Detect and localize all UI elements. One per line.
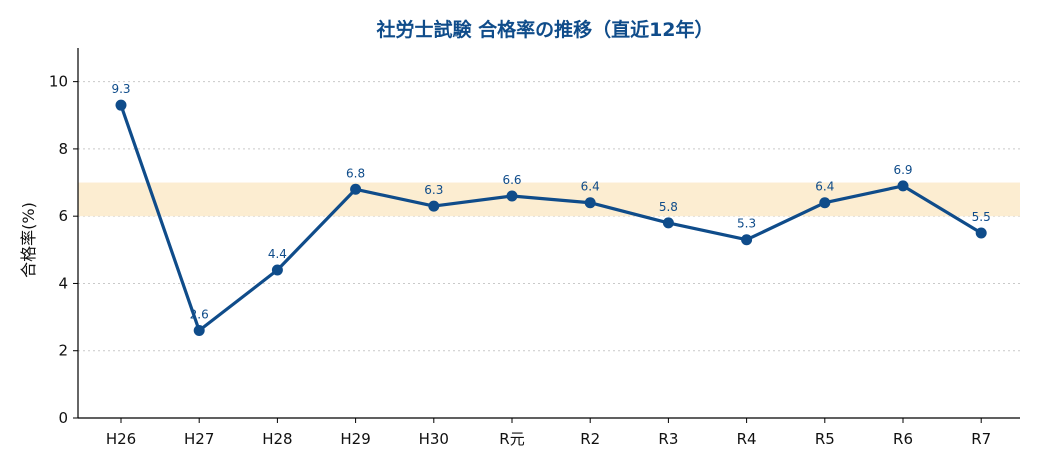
y-ticks: 0 2 4 6 8 10 (49, 73, 78, 427)
data-label: 2.6 (190, 308, 209, 322)
x-tick-label: R5 (815, 430, 835, 448)
data-label: 6.9 (893, 163, 912, 177)
x-ticks: H26 H27 H28 H29 H30 R元 R2 R3 R4 R5 R6 R7 (106, 418, 991, 448)
data-label: 6.3 (424, 183, 443, 197)
data-point (975, 227, 987, 239)
y-tick-label: 2 (58, 342, 68, 360)
data-point (271, 264, 283, 276)
x-tick-label: H28 (262, 430, 292, 448)
x-tick-label: H26 (106, 430, 136, 448)
data-point (897, 180, 909, 192)
x-tick-label: R4 (737, 430, 757, 448)
x-tick-label: H29 (340, 430, 370, 448)
data-label: 5.3 (737, 217, 756, 231)
chart-title: 社労士試験 合格率の推移（直近12年） (375, 18, 713, 41)
data-label: 5.8 (659, 200, 678, 214)
data-labels: 9.3 2.6 4.4 6.8 6.3 6.6 6.4 5.8 5.3 6.4 6.9 5.5 (111, 82, 990, 321)
data-point (741, 234, 753, 246)
data-label: 6.4 (581, 180, 600, 194)
data-point (350, 183, 362, 195)
data-point (193, 325, 205, 337)
data-label: 6.4 (815, 180, 834, 194)
y-axis-label: 合格率(%) (19, 202, 38, 278)
x-tick-label: R7 (971, 430, 991, 448)
x-tick-label: R2 (580, 430, 600, 448)
data-point (428, 200, 440, 212)
x-tick-label: H27 (184, 430, 214, 448)
data-label: 4.4 (268, 247, 287, 261)
data-point (584, 197, 596, 209)
y-tick-label: 6 (58, 207, 68, 225)
data-label: 9.3 (111, 82, 130, 96)
data-label: 5.5 (972, 210, 991, 224)
axes (77, 48, 1020, 419)
series-line (119, 103, 983, 333)
data-label: 6.8 (346, 166, 365, 180)
data-point (819, 197, 831, 209)
data-point (115, 99, 127, 111)
y-tick-label: 8 (58, 140, 68, 158)
y-tick-label: 0 (58, 409, 68, 427)
y-tick-label: 4 (58, 274, 68, 292)
y-tick-label: 10 (49, 73, 68, 91)
data-point (662, 217, 674, 229)
x-tick-label: H30 (419, 430, 449, 448)
x-tick-label: R3 (658, 430, 678, 448)
x-tick-label: R元 (499, 430, 524, 448)
data-point (506, 190, 518, 202)
data-label: 6.6 (502, 173, 521, 187)
x-tick-label: R6 (893, 430, 913, 448)
series-layer (115, 99, 987, 337)
